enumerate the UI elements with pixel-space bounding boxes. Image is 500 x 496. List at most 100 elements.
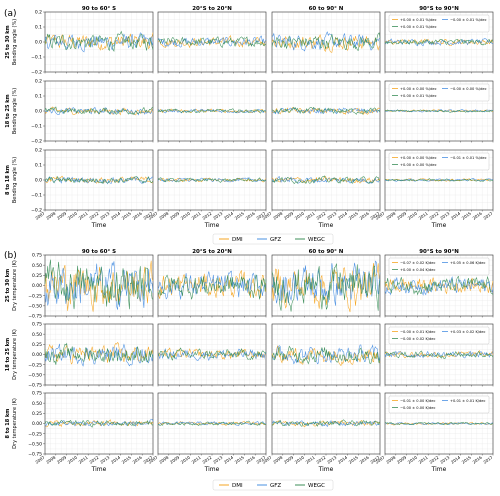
y-tick-label: 0.2 <box>35 79 42 85</box>
series-line-gfz <box>271 420 381 428</box>
x-tick-label: 2014 <box>223 210 235 220</box>
x-tick-label: 2013 <box>212 210 224 220</box>
series-line-wegc <box>384 350 494 359</box>
trend-box <box>388 152 490 171</box>
legend-frame <box>212 479 334 491</box>
x-tick-label: 2014 <box>450 210 462 220</box>
series-line-wegc <box>271 175 381 184</box>
x-axis-label: Time <box>318 222 334 229</box>
trend-label: −0.01 ± 0.00 K/dec <box>400 399 436 403</box>
x-tick-label: 2015 <box>348 210 360 220</box>
x-tick-label: 2014 <box>450 454 462 464</box>
y-tick-label: −0.50 <box>28 441 42 447</box>
series-line-dmi <box>271 175 381 184</box>
x-axis-label: Time <box>91 222 107 229</box>
series-line-dmi <box>384 277 494 295</box>
y-axis-label: Bending angle (%) <box>12 88 18 134</box>
x-tick-label: 2010 <box>67 454 79 464</box>
y-tick-label: 0.00 <box>32 283 42 289</box>
y-tick-label: 0.75 <box>32 391 42 397</box>
y-tick-label: 0.25 <box>32 342 42 348</box>
panel-label: (a) <box>4 9 17 19</box>
x-tick-label: 2016 <box>132 210 144 220</box>
series-line-wegc <box>271 263 381 312</box>
legend-entry: GFZ <box>270 483 281 489</box>
x-tick-label: 2010 <box>180 454 192 464</box>
subplot: 90 to 60° S 0.2 0.1 0.0 −0.1 −0.2 <box>31 6 154 76</box>
x-tick-label: 2007 <box>147 210 159 220</box>
x-tick-label: 2009 <box>169 454 181 464</box>
row-title: 8 to 18 km <box>5 408 11 438</box>
x-tick-label: 2015 <box>234 454 246 464</box>
x-tick-label: 2016 <box>245 210 257 220</box>
subplot: 2007 2008 2009 2010 2011 2012 2013 2014 2015 2016… <box>147 392 267 473</box>
trend-box <box>388 395 490 414</box>
x-tick-label: 2012 <box>88 210 100 220</box>
series-line-wegc <box>384 178 494 182</box>
x-tick-label: 2015 <box>121 210 133 220</box>
trend-label: +0.00 ± 0.04 K/dec <box>400 268 436 272</box>
series-line-wegc <box>44 342 154 365</box>
series-line-wegc <box>384 38 494 46</box>
x-tick-label: 2007 <box>261 454 273 464</box>
y-tick-label: 0.50 <box>32 263 42 269</box>
x-tick-label: 2013 <box>99 454 111 464</box>
panel-0: (a)25 to 30 km Bending angle (%)90 to 60°… <box>4 6 494 245</box>
panel-1: (b)25 to 30 km Dry temperature (K)90 to 6… <box>4 249 494 491</box>
series-line-gfz <box>271 31 381 52</box>
series-line-wegc <box>157 36 267 48</box>
x-tick-label: 2013 <box>99 210 111 220</box>
row-title: 18 to 25 km <box>5 94 11 128</box>
trend-box <box>388 83 490 102</box>
series-line-gfz <box>271 344 381 365</box>
x-tick-label: 2014 <box>223 454 235 464</box>
column-title: 20°S to 20°N <box>192 6 232 12</box>
series-line-gfz <box>271 176 381 184</box>
series-line-gfz <box>157 348 267 362</box>
subplot: 60 to 90° N <box>271 6 381 74</box>
x-tick-label: 2010 <box>67 210 79 220</box>
x-tick-label: 2016 <box>472 210 484 220</box>
y-tick-label: 0.75 <box>32 322 42 328</box>
x-tick-label: 2012 <box>88 454 100 464</box>
x-tick-label: 2011 <box>305 210 317 220</box>
trend-label: −0.00 ± 0.00 %/dec <box>450 87 487 91</box>
subplot: 2007 2008 2009 2010 2011 2012 2013 2014 2015 2016… <box>374 392 494 473</box>
x-tick-label: 2013 <box>439 454 451 464</box>
x-tick-label: 2014 <box>110 210 122 220</box>
x-tick-label: 2016 <box>472 454 484 464</box>
trend-label: −0.00 ± 0.00 K/dec <box>400 406 436 410</box>
series-line-gfz <box>384 178 494 182</box>
trend-label: −0.07 ± 0.02 K/dec <box>400 261 436 265</box>
trend-label: +0.03 ± 0.02 K/dec <box>450 330 486 334</box>
y-tick-label: 0.0 <box>35 40 42 46</box>
x-tick-label: 2008 <box>272 210 284 220</box>
series-line-wegc <box>157 347 267 361</box>
y-tick-label: 0.75 <box>32 253 42 259</box>
y-tick-label: −0.1 <box>31 124 42 130</box>
y-axis-label: Dry temperature (K) <box>12 398 18 449</box>
x-tick-label: 2009 <box>56 210 68 220</box>
y-tick-label: −0.25 <box>28 293 42 299</box>
column-title: 60 to 90° N <box>309 249 344 255</box>
trend-box <box>388 14 490 33</box>
x-tick-label: 2012 <box>428 210 440 220</box>
series-line-wegc <box>44 106 154 116</box>
subplot: 20°S to 20°N <box>157 6 267 74</box>
y-tick-label: 0.00 <box>32 352 42 358</box>
y-tick-label: 0.25 <box>32 273 42 279</box>
x-tick-label: 2009 <box>283 454 295 464</box>
x-tick-label: 2010 <box>294 210 306 220</box>
x-tick-label: 2014 <box>110 454 122 464</box>
y-tick-label: 0.1 <box>35 163 42 169</box>
series-line-dmi <box>271 107 381 115</box>
trend-label: −0.01 ± 0.01 %/dec <box>450 156 487 160</box>
y-tick-label: 0.1 <box>35 25 42 31</box>
legend: DMI GFZ WEGC <box>212 479 334 491</box>
series-line-wegc <box>157 420 267 426</box>
column-title: 20°S to 20°N <box>192 249 232 255</box>
x-tick-label: 2007 <box>34 454 46 464</box>
series-line-wegc <box>271 32 381 52</box>
x-axis-label: Time <box>318 466 334 473</box>
